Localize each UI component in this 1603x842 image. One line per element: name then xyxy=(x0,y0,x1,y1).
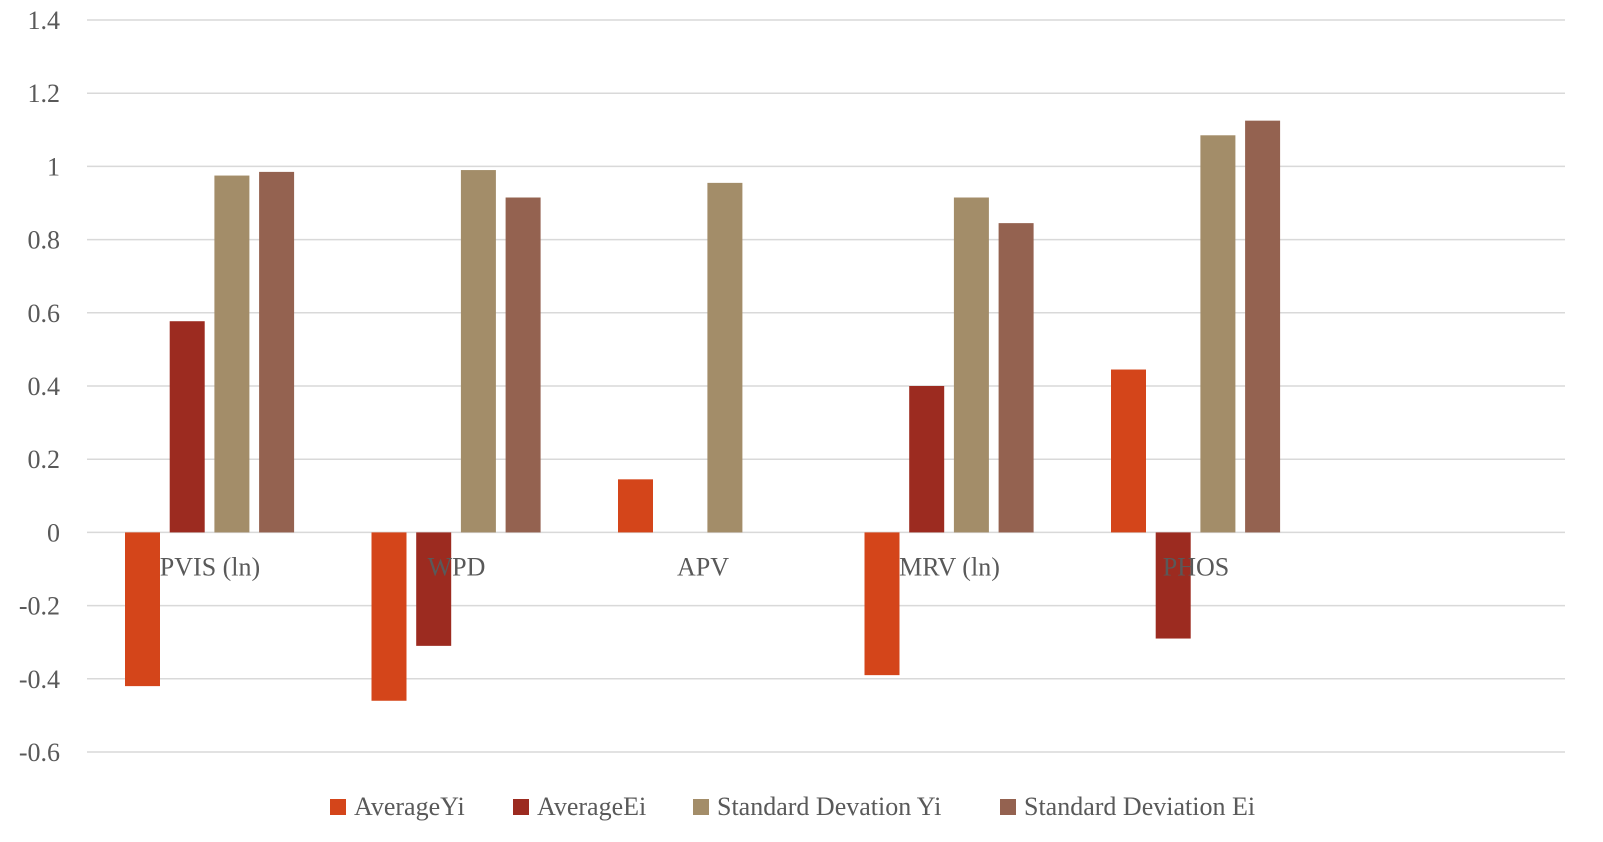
legend-label: Standard Deviation Ei xyxy=(1024,792,1255,821)
legend-label: AverageYi xyxy=(354,792,465,821)
legend-swatch xyxy=(330,799,346,815)
bar xyxy=(998,223,1034,533)
bar xyxy=(169,321,205,533)
bar xyxy=(214,175,250,533)
y-tick-label: -0.2 xyxy=(19,592,60,621)
bar xyxy=(1200,135,1236,533)
legend: AverageYi AverageEi Standard Devation Yi St… xyxy=(330,792,1255,821)
y-tick-label: 0.4 xyxy=(28,372,61,401)
bar xyxy=(618,479,653,533)
bar xyxy=(707,182,743,533)
x-axis-category-labels: PVIS (ln) WPD APV MRV (ln) PHOS xyxy=(160,552,1229,581)
bar xyxy=(1245,120,1281,533)
y-tick-label: 0.2 xyxy=(28,445,61,474)
legend-swatch xyxy=(513,799,529,815)
bar xyxy=(371,532,407,701)
legend-swatch xyxy=(1000,799,1016,815)
y-tick-label: 0 xyxy=(47,518,60,547)
bar xyxy=(1111,369,1146,533)
bar xyxy=(505,197,541,533)
y-tick-label: 0.6 xyxy=(28,299,61,328)
bar xyxy=(909,386,945,533)
bar xyxy=(953,197,989,533)
x-category-label: MRV (ln) xyxy=(899,552,1000,581)
y-tick-label: 1.4 xyxy=(28,6,61,35)
x-category-label: PVIS (ln) xyxy=(160,552,260,581)
y-tick-label: 1 xyxy=(47,152,60,181)
legend-swatch xyxy=(693,799,709,815)
y-tick-label: 0.8 xyxy=(28,226,61,255)
y-axis-tick-labels: 1.4 1.2 1 0.8 0.6 0.4 0.2 0 -0.2 -0.4 -0.6 xyxy=(19,6,60,767)
bar xyxy=(1155,532,1191,639)
bar xyxy=(125,532,160,687)
bar xyxy=(460,170,496,533)
x-category-label: PHOS xyxy=(1163,552,1229,581)
legend-label: AverageEi xyxy=(537,792,646,821)
bar xyxy=(259,171,295,533)
y-tick-label: 1.2 xyxy=(28,79,61,108)
x-category-label: APV xyxy=(677,552,729,581)
bar xyxy=(416,532,452,646)
bars xyxy=(125,120,1281,701)
bar xyxy=(864,532,900,676)
gridlines xyxy=(87,19,1565,753)
y-tick-label: -0.4 xyxy=(19,665,60,694)
legend-label: Standard Devation Yi xyxy=(717,792,941,821)
y-tick-label: -0.6 xyxy=(19,738,60,767)
x-category-label: WPD xyxy=(428,552,486,581)
